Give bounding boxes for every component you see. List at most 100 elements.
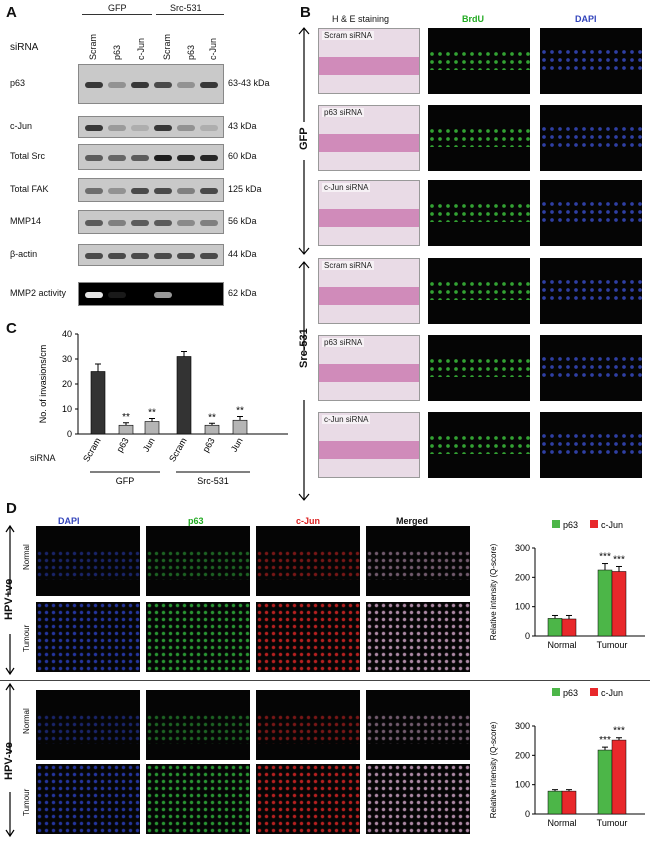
legend-cjun-text: c-Jun — [601, 520, 623, 530]
blot-band — [200, 155, 218, 161]
blot-kda: 63-43 kDa — [228, 78, 270, 88]
c-category-label: Jun — [141, 436, 157, 454]
blot-band — [108, 220, 126, 226]
d-ytick-label: 200 — [515, 572, 530, 582]
d-ytick-label: 0 — [525, 809, 530, 819]
group-src-line — [156, 14, 224, 15]
dapi-signal — [540, 355, 642, 379]
lane-label: c-Jun — [208, 37, 218, 60]
d-ylabel: Relative intensity (Q-score) — [489, 721, 498, 818]
he-image: Scram siRNA — [318, 258, 420, 324]
legend-p63-text: p63 — [563, 520, 578, 530]
d-category-label: Normal — [547, 640, 576, 650]
he-row-label: p63 siRNA — [322, 338, 365, 347]
blot-band — [200, 188, 218, 194]
if-image — [36, 602, 140, 672]
d-category-label: Tumour — [597, 818, 628, 828]
blot-label: Total Src — [10, 151, 46, 161]
if-signal — [146, 602, 250, 672]
c-category-label: Scram — [167, 436, 189, 464]
blot-strip — [78, 144, 224, 170]
panel-d-group-arrows — [5, 524, 15, 838]
if-signal — [256, 550, 360, 580]
blot-strip — [78, 178, 224, 202]
if-signal — [146, 764, 250, 834]
blot-strip — [78, 244, 224, 266]
dapi-image — [540, 258, 642, 324]
legend-p63-swatch — [552, 520, 560, 528]
blot-band — [200, 82, 218, 88]
d-header-cjun: c-Jun — [296, 516, 321, 526]
brdu-signal — [428, 202, 530, 222]
d-ytick-label: 100 — [515, 780, 530, 790]
blot-band — [131, 125, 149, 131]
d-bar — [561, 790, 577, 815]
blot-label: β-actin — [10, 249, 38, 259]
he-image: p63 siRNA — [318, 105, 420, 171]
blot-kda: 125 kDa — [228, 184, 262, 194]
if-signal — [146, 550, 250, 580]
dapi-signal — [540, 278, 642, 302]
lane-label: p63 — [186, 44, 196, 60]
blot-band — [154, 82, 172, 88]
d-row-label: Tumour — [22, 788, 31, 816]
he-tissue-layer — [319, 57, 419, 75]
c-category-label: p63 — [201, 436, 217, 454]
panel-c-letter: C — [6, 320, 17, 337]
if-signal — [36, 602, 140, 672]
d-bar — [547, 618, 563, 637]
blot-kda: 62 kDa — [228, 288, 257, 298]
d-bar — [561, 618, 577, 637]
c-bar — [204, 424, 220, 435]
brdu-signal — [428, 357, 530, 377]
c-ytick-label: 30 — [62, 354, 72, 364]
c-sig-mark: ** — [208, 412, 216, 423]
if-image — [256, 602, 360, 672]
d-header-p63: p63 — [188, 516, 204, 526]
he-row-label: p63 siRNA — [322, 108, 365, 117]
dapi-image — [540, 180, 642, 246]
lane-label: c-Jun — [136, 37, 146, 60]
blot-band — [85, 188, 103, 194]
d-bar — [597, 569, 613, 637]
dapi-signal — [540, 48, 642, 72]
d-row-label: Normal — [22, 708, 31, 734]
blot-band — [131, 253, 149, 259]
blot-band — [154, 253, 172, 259]
blot-band — [108, 82, 126, 88]
blot-band — [108, 125, 126, 131]
c-sig-mark: ** — [122, 412, 130, 423]
if-signal — [256, 714, 360, 744]
if-image — [256, 526, 360, 596]
d-ytick-label: 300 — [515, 721, 530, 731]
blot-strip — [78, 116, 224, 138]
siRNA-row-header: siRNA — [10, 42, 39, 53]
blot-band — [177, 253, 195, 259]
blot-band — [200, 220, 218, 226]
c-ytick-label: 40 — [62, 329, 72, 339]
if-image — [146, 764, 250, 834]
d-ylabel: Relative intensity (Q-score) — [489, 543, 498, 640]
d-sig-mark: *** — [599, 552, 611, 563]
brdu-image — [428, 258, 530, 324]
group-gfp-line — [82, 14, 152, 15]
he-tissue-layer — [319, 364, 419, 382]
blot-band — [154, 220, 172, 226]
c-sig-mark: ** — [148, 408, 156, 419]
brdu-image — [428, 105, 530, 171]
dapi-image — [540, 335, 642, 401]
if-signal — [366, 550, 470, 580]
blot-band — [200, 125, 218, 131]
blot-label: p63 — [10, 78, 26, 88]
he-image: p63 siRNA — [318, 335, 420, 401]
if-signal — [36, 550, 140, 580]
if-signal — [256, 602, 360, 672]
d-row-label: Tumour — [22, 624, 31, 652]
if-signal — [366, 714, 470, 744]
brdu-signal — [428, 50, 530, 70]
if-image — [36, 764, 140, 834]
blot-band — [131, 188, 149, 194]
c-sig-mark: ** — [236, 406, 244, 417]
hpv-neg-label: HPV-ve — [3, 742, 15, 780]
c-ytick-label: 10 — [62, 404, 72, 414]
